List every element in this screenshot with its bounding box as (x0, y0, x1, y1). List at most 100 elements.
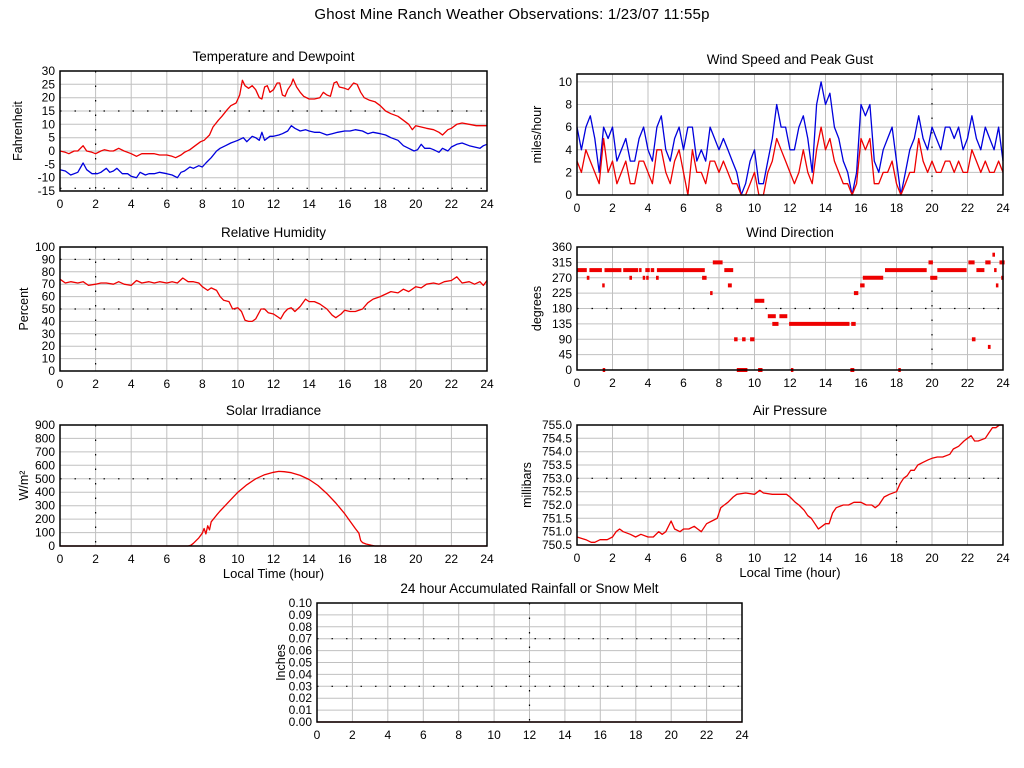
x-tick-label: 16 (594, 728, 608, 742)
x-tick-label: 22 (961, 201, 975, 215)
x-tick-label: 24 (996, 551, 1010, 565)
x-tick-label: 14 (302, 552, 316, 566)
chart-title-temp: Temperature and Dewpoint (192, 49, 354, 64)
x-tick-label: 10 (231, 552, 245, 566)
x-tick-label: 2 (92, 197, 99, 211)
x-tick-label: 10 (231, 377, 245, 391)
y-tick-label: -5 (44, 157, 55, 171)
y-tick-label: 6 (565, 120, 572, 134)
x-tick-label: 20 (409, 552, 423, 566)
x-tick-label: 18 (890, 201, 904, 215)
x-tick-label: 12 (783, 551, 797, 565)
x-tick-label: 10 (748, 551, 762, 565)
y-tick-label: 100 (35, 240, 55, 254)
series-solar_irradiance (60, 470, 487, 547)
y-tick-label: 5 (48, 131, 55, 145)
y-tick-label: 20 (42, 339, 56, 353)
x-tick-label: 18 (890, 376, 904, 390)
x-tick-label: 16 (854, 201, 868, 215)
y-tick-label: 0 (565, 188, 572, 202)
y-tick-label: 0.00 (289, 715, 313, 729)
x-tick-label: 24 (996, 376, 1010, 390)
y-tick-label: 752.0 (542, 498, 572, 512)
x-tick-label: 0 (57, 197, 64, 211)
y-tick-label: 135 (552, 317, 572, 331)
y-axis-title-wind: miles/hour (530, 106, 544, 164)
series-wind_direction (577, 252, 1005, 372)
chart-title-dir: Wind Direction (746, 225, 834, 240)
x-tick-label: 8 (199, 197, 206, 211)
y-tick-label: 0 (48, 539, 55, 553)
x-tick-label: 14 (819, 551, 833, 565)
y-tick-label: 754.5 (542, 431, 572, 445)
y-tick-label: 0.10 (289, 596, 313, 610)
x-tick-label: 24 (996, 201, 1010, 215)
x-tick-label: 0 (574, 551, 581, 565)
y-tick-label: 200 (35, 512, 55, 526)
x-tick-label: 12 (267, 377, 281, 391)
y-axis-title-press: millibars (520, 462, 534, 508)
plot-border (576, 246, 1004, 371)
y-tick-label: 750.5 (542, 538, 572, 552)
y-axis-title-solar: W/m² (17, 471, 31, 501)
y-tick-label: 500 (35, 472, 55, 486)
x-tick-label: 6 (420, 728, 427, 742)
y-tick-label: 0.02 (289, 691, 313, 705)
x-tick-label: 18 (374, 377, 388, 391)
x-tick-label: 8 (716, 376, 723, 390)
y-tick-label: 0.08 (289, 620, 313, 634)
y-tick-label: 600 (35, 458, 55, 472)
x-tick-label: 22 (700, 728, 714, 742)
x-tick-label: 12 (783, 201, 797, 215)
x-tick-label: 16 (854, 376, 868, 390)
x-tick-label: 4 (384, 728, 391, 742)
x-tick-label: 10 (748, 376, 762, 390)
x-tick-label: 20 (925, 376, 939, 390)
y-tick-label: 800 (35, 431, 55, 445)
y-tick-label: 360 (552, 240, 572, 254)
chart-title-solar: Solar Irradiance (226, 403, 321, 418)
x-tick-label: 14 (302, 377, 316, 391)
y-tick-label: 20 (42, 91, 56, 105)
x-tick-label: 10 (487, 728, 501, 742)
plot-border (59, 70, 488, 192)
y-tick-label: 8 (565, 98, 572, 112)
x-tick-label: 6 (163, 552, 170, 566)
y-tick-label: 270 (552, 271, 572, 285)
y-tick-label: 10 (42, 117, 56, 131)
plot-border (576, 73, 1004, 196)
y-tick-label: 0 (48, 144, 55, 158)
y-tick-label: 25 (42, 77, 56, 91)
y-tick-label: 30 (42, 64, 56, 78)
y-tick-label: 751.0 (542, 525, 572, 539)
y-tick-label: 60 (42, 290, 56, 304)
x-tick-label: 10 (231, 197, 245, 211)
x-tick-label: 14 (302, 197, 316, 211)
series-wind_speed (576, 126, 1004, 196)
x-tick-label: 20 (925, 201, 939, 215)
x-tick-label: 4 (645, 551, 652, 565)
x-tick-label: 14 (819, 201, 833, 215)
x-tick-label: 20 (665, 728, 679, 742)
x-tick-label: 22 (445, 377, 459, 391)
chart-rain: 0.100.090.080.070.060.050.040.030.020.01… (274, 581, 749, 742)
y-tick-label: 300 (35, 499, 55, 513)
x-tick-label: 6 (163, 377, 170, 391)
x-tick-label: 22 (445, 552, 459, 566)
x-tick-label: 6 (163, 197, 170, 211)
x-tick-label: 4 (128, 377, 135, 391)
y-tick-label: 315 (552, 255, 572, 269)
chart-press: 755.0754.5754.0753.5753.0752.5752.0751.5… (520, 403, 1010, 580)
y-tick-label: 0.01 (289, 703, 313, 717)
x-tick-label: 20 (409, 197, 423, 211)
x-tick-label: 12 (267, 552, 281, 566)
y-tick-label: -15 (38, 184, 56, 198)
x-tick-label: 20 (409, 377, 423, 391)
y-axis-title-temp: Fahrenheit (11, 101, 25, 161)
x-tick-label: 16 (338, 377, 352, 391)
y-tick-label: 0.04 (289, 667, 313, 681)
